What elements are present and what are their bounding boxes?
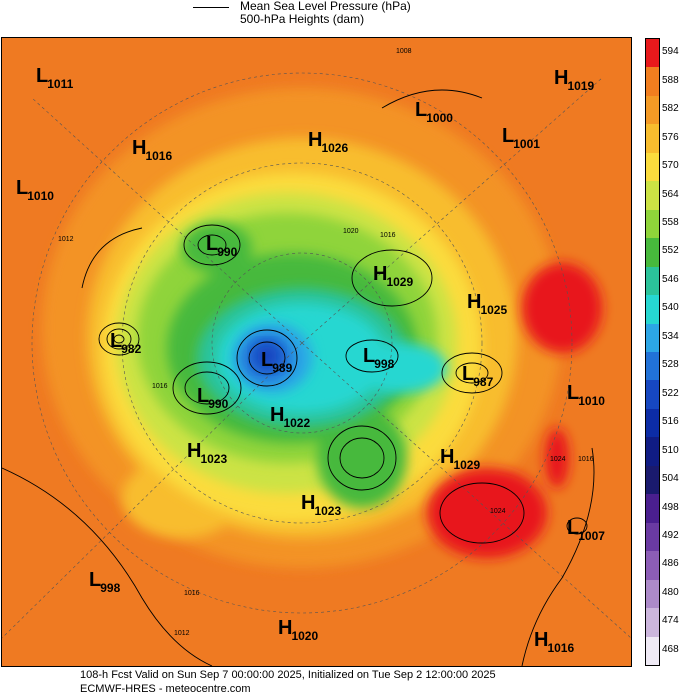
colorbar-swatch [646,238,659,268]
colorbar-level-label: 576 [662,131,679,143]
colorbar-swatch [646,152,659,182]
colorbar-level-label: 498 [662,501,679,513]
colorbar-swatch [646,67,659,97]
isobar-label: 1016 [184,590,200,597]
colorbar-swatch [646,579,659,609]
graticule [2,72,631,639]
colorbar-level-label: 522 [662,387,679,399]
isobar-label: 1024 [550,456,566,463]
colorbar-swatch [646,209,659,239]
colorbar-level-label: 516 [662,416,679,428]
colorbar [645,38,660,666]
high-pressure-center: H1029 [373,263,414,289]
colorbar-level-label: 528 [662,359,679,371]
colorbar-level-label: 540 [662,302,679,314]
colorbar-level-label: 552 [662,245,679,257]
low-pressure-center: L982 [110,330,142,356]
colorbar-swatch [646,636,659,666]
isobar-label: 1012 [58,236,74,243]
colorbar-level-label: 588 [662,74,679,86]
colorbar-swatch [646,380,659,410]
low-pressure-center: L1011 [36,65,74,91]
colorbar-swatch [646,181,659,211]
low-pressure-center: L990 [197,385,229,411]
colorbar-level-label: 570 [662,160,679,172]
mslp-line-sample [193,7,229,8]
colorbar-level-label: 468 [662,643,679,655]
colorbar-swatch [646,95,659,125]
colorbar-level-label: 558 [662,216,679,228]
isobar-label: 1024 [490,508,506,515]
colorbar-swatch [646,39,659,68]
colorbar-level-label: 594 [662,46,679,58]
colorbar-level-label: 564 [662,188,679,200]
colorbar-swatch [646,437,659,467]
high-pressure-center: H1026 [308,129,349,155]
high-pressure-center: H1016 [534,629,575,655]
colorbar-swatch [646,608,659,638]
colorbar-swatch [646,352,659,381]
colorbar-level-label: 546 [662,273,679,285]
colorbar-swatch [646,266,659,296]
high-pressure-center: H1025 [467,291,508,317]
isobar-label: 1016 [152,383,168,390]
isobar-label: 1016 [380,232,396,239]
colorbar-swatch [646,522,659,552]
high-pressure-center: H1023 [301,492,342,518]
high-pressure-center: H1019 [554,67,595,93]
map-legend: Mean Sea Level Pressure (hPa) 500-hPa He… [190,0,490,30]
colorbar-swatch [646,494,659,524]
colorbar-level-label: 534 [662,330,679,342]
colorbar-level-label: 486 [662,558,679,570]
mslp-legend-label: Mean Sea Level Pressure (hPa) [240,0,411,13]
low-pressure-center: L987 [462,363,494,389]
heights-legend-label: 500-hPa Heights (dam) [240,12,365,26]
model-source-text: ECMWF-HRES - meteocentre.com [80,683,251,695]
low-pressure-center: L1000 [415,99,453,125]
colorbar-level-label: 510 [662,444,679,456]
height-fill-504 [253,342,281,370]
high-pressure-center: H1029 [440,446,481,472]
low-pressure-center: L998 [363,345,395,371]
forecast-valid-text: 108-h Fcst Valid on Sun Sep 7 00:00:00 2… [80,669,496,681]
isobar-label: 1008 [396,48,412,55]
isobar-label: 1020 [343,228,359,235]
colorbar-level-label: 582 [662,103,679,115]
low-pressure-center: L1010 [567,382,605,408]
high-pressure-center: H1023 [187,440,228,466]
colorbar-swatch [646,408,659,438]
colorbar-level-label: 492 [662,529,679,541]
low-pressure-center: L989 [261,349,293,375]
map-canvas [2,72,631,666]
low-pressure-center: L1007 [567,517,605,543]
colorbar-level-label: 504 [662,473,679,485]
low-pressure-center: L1001 [502,125,540,151]
weather-map: L1011 H1016 L1010 H1026 L1000 L1001 H101… [1,37,632,667]
low-pressure-center: L990 [206,233,238,259]
isobars [2,89,595,666]
colorbar-swatch [646,295,659,325]
colorbar-level-label: 474 [662,615,679,627]
high-pressure-center: H1016 [132,137,173,163]
low-pressure-center: L1010 [16,177,54,203]
colorbar-swatch [646,124,659,154]
colorbar-swatch [646,465,659,495]
high-pressure-center: H1022 [270,404,311,430]
low-pressure-center: L998 [89,569,121,595]
isobar-label: 1012 [174,630,190,637]
colorbar-swatch [646,323,659,353]
high-pressure-center: H1020 [278,617,319,643]
colorbar-level-label: 480 [662,586,679,598]
isobar-label: 1016 [578,456,594,463]
colorbar-swatch [646,551,659,581]
